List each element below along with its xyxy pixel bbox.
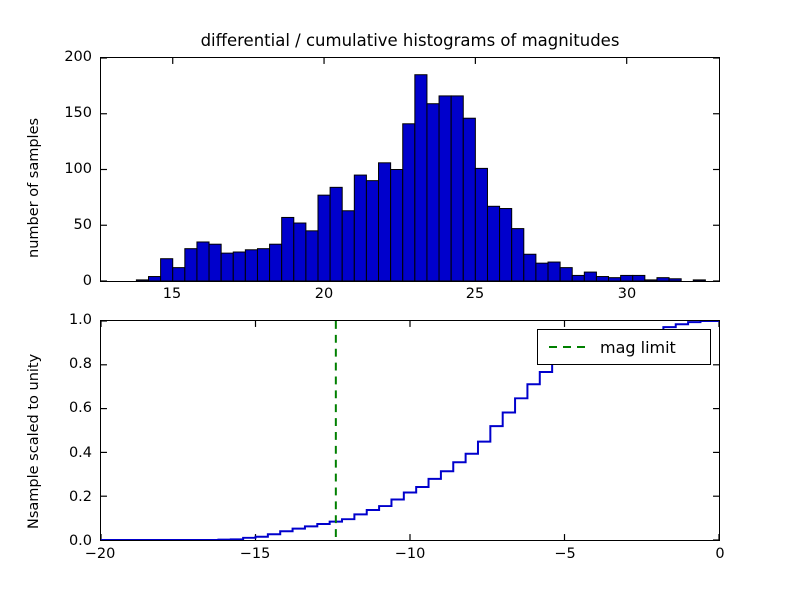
bottom-ytick-0-6: 0.6 <box>68 400 92 416</box>
bottom-ytick-1-0: 1.0 <box>68 312 92 328</box>
top-xtick-25: 25 <box>465 286 485 302</box>
bottom-xtick-minus5: −5 <box>554 546 576 562</box>
top-ytick-200: 200 <box>64 49 92 65</box>
differential-histogram-svg <box>101 58 719 281</box>
bottom-ytick-0-8: 0.8 <box>68 356 92 372</box>
mag-limit-line-icon <box>549 346 585 348</box>
top-ytick-150: 150 <box>64 105 92 121</box>
top-ytick-0: 0 <box>82 273 92 289</box>
bottom-xtick-minus15: −15 <box>239 546 271 562</box>
differential-histogram-plot <box>100 57 720 282</box>
page-title: differential / cumulative histograms of … <box>200 31 620 50</box>
top-xtick-15: 15 <box>162 286 182 302</box>
legend-label-mag-limit: mag limit <box>600 337 676 357</box>
bottom-xtick-minus10: −10 <box>394 546 426 562</box>
top-chart-y-axis-label: number of samples <box>26 117 42 258</box>
top-xtick-30: 30 <box>617 286 637 302</box>
legend[interactable]: mag limit <box>537 329 711 365</box>
top-xtick-20: 20 <box>314 286 334 302</box>
top-ytick-50: 50 <box>73 217 92 233</box>
bottom-chart-y-axis-label: Nsample scaled to unity <box>26 353 42 529</box>
bottom-xtick-minus20: −20 <box>84 546 116 562</box>
bottom-ytick-0-4: 0.4 <box>68 445 92 461</box>
bottom-ytick-0-2: 0.2 <box>68 489 92 505</box>
bottom-xtick-0: 0 <box>715 546 725 562</box>
top-ytick-100: 100 <box>64 161 92 177</box>
bottom-ytick-0-0: 0.0 <box>68 533 92 549</box>
